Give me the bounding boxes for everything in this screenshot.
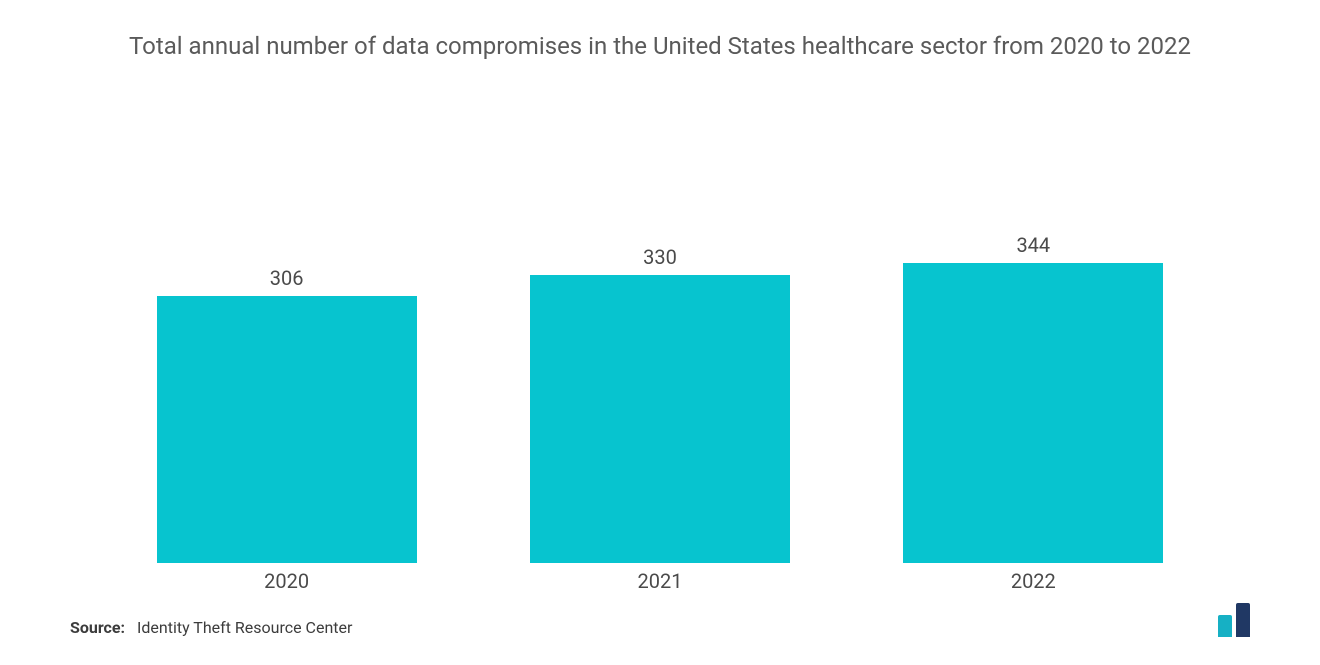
bar-value-0: 306 bbox=[270, 266, 304, 290]
bar-2 bbox=[903, 263, 1163, 563]
bar-0 bbox=[157, 296, 417, 563]
bar-1 bbox=[530, 275, 790, 563]
chart-container: Total annual number of data compromises … bbox=[0, 0, 1320, 665]
chart-title: Total annual number of data compromises … bbox=[129, 30, 1191, 62]
plot-area: 306 330 344 2020 2021 2022 bbox=[100, 102, 1220, 593]
xlabel-1: 2021 bbox=[473, 569, 846, 593]
logo-bar-2 bbox=[1236, 603, 1250, 637]
xlabel-0: 2020 bbox=[100, 569, 473, 593]
logo-bar-1 bbox=[1218, 615, 1232, 637]
brand-logo bbox=[1218, 603, 1250, 637]
source-text: Identity Theft Resource Center bbox=[137, 618, 352, 637]
bar-col-1: 330 bbox=[473, 245, 846, 563]
bar-value-1: 330 bbox=[643, 245, 677, 269]
xlabel-2: 2022 bbox=[847, 569, 1220, 593]
bar-col-0: 306 bbox=[100, 266, 473, 563]
bar-col-2: 344 bbox=[847, 233, 1220, 563]
source-label: Source: bbox=[70, 618, 125, 637]
footer: Source: Identity Theft Resource Center bbox=[60, 603, 1260, 645]
source-line: Source: Identity Theft Resource Center bbox=[70, 618, 352, 637]
x-axis-labels: 2020 2021 2022 bbox=[100, 569, 1220, 593]
bar-value-2: 344 bbox=[1016, 233, 1050, 257]
bars-group: 306 330 344 bbox=[100, 152, 1220, 563]
